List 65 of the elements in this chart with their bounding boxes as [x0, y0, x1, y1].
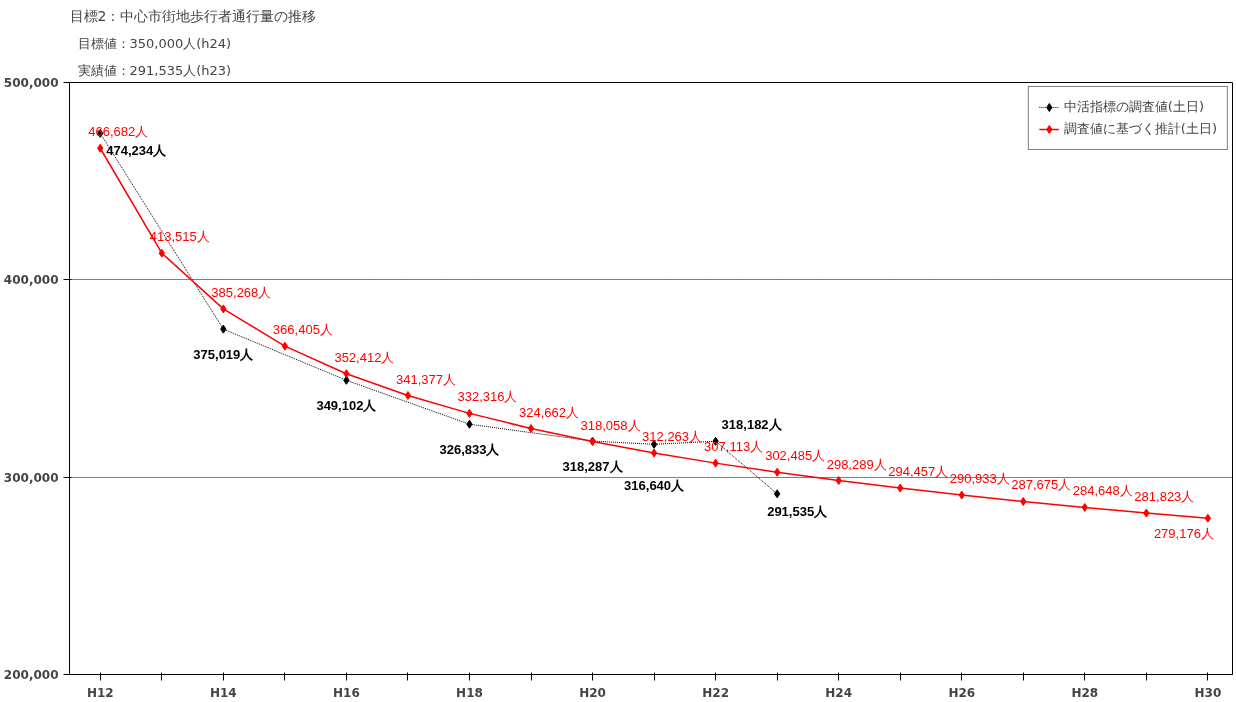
x-tick-label: H30 [1194, 685, 1222, 700]
text: 目標値：350,000人(h24) [77, 35, 232, 51]
point [773, 467, 781, 477]
data-label: 316,640人 [624, 478, 686, 494]
point [404, 391, 412, 401]
point [1020, 496, 1027, 506]
data-label: 291,535人 [767, 503, 829, 519]
data-label: 287,675人 [1011, 477, 1072, 493]
y-tick-label: 500,000 [3, 76, 59, 90]
point [1204, 513, 1212, 523]
y-tick-label: 300,000 [3, 470, 59, 485]
y-tick-label: 200,000 [3, 668, 59, 682]
data-label: 307,113人 [704, 439, 764, 455]
x-tick-label: H22 [702, 685, 729, 700]
point [835, 476, 842, 486]
data-label: 284,648人 [1072, 483, 1133, 499]
data-label: 385,268人 [211, 284, 272, 300]
chart-title: 目標2：中心市街地歩行者通行量の推移 [69, 7, 317, 24]
text: 実績値：291,535人(h23) [77, 62, 232, 78]
data-label: 366,405人 [272, 322, 333, 338]
data-label: 375,019人 [193, 347, 255, 363]
data-label: 324,662人 [519, 404, 580, 420]
data-label: 318,182人 [721, 417, 783, 433]
data-label: 318,287人 [562, 459, 624, 475]
point [773, 489, 781, 499]
data-label: 279,176人 [1153, 526, 1214, 542]
x-tick-label: H12 [86, 685, 114, 700]
point [220, 324, 227, 334]
legend-label: 中活指標の調査値(土日) [1063, 98, 1204, 116]
x-tick-label: H24 [825, 685, 853, 700]
x-tick-label: H20 [579, 685, 606, 700]
x-tick-label: H28 [1071, 685, 1099, 700]
point [97, 143, 104, 153]
x-tick-label: H26 [948, 685, 976, 700]
data-label: 290,933人 [949, 471, 1010, 487]
data-label: 332,316人 [457, 389, 518, 405]
point [527, 424, 535, 433]
point [712, 458, 719, 468]
point [1081, 502, 1088, 512]
data-label: 318,058人 [580, 417, 641, 433]
point [897, 483, 904, 493]
point [466, 408, 473, 418]
data-label: 326,833人 [439, 442, 501, 458]
data-label: 474,234人 [106, 143, 168, 159]
point [466, 419, 473, 429]
x-tick-label: H14 [209, 685, 237, 700]
point [1143, 508, 1150, 518]
data-label: 302,485人 [765, 448, 826, 464]
data-label: 352,412人 [334, 349, 395, 365]
data-label: 294,457人 [888, 464, 949, 480]
point [343, 369, 350, 379]
point [650, 448, 658, 458]
point [220, 304, 227, 314]
point [281, 341, 289, 351]
x-tick-label: H16 [333, 685, 360, 700]
x-tick-label: H18 [456, 685, 483, 700]
data-label: 349,102人 [316, 398, 378, 414]
data-label: 341,377人 [395, 371, 456, 387]
data-label: 312,263人 [642, 428, 703, 444]
point [158, 248, 165, 258]
data-label: 281,823人 [1134, 489, 1195, 505]
y-tick-label: 400,000 [3, 273, 59, 288]
legend-label: 調査値に基づく推計(土日) [1063, 120, 1217, 138]
data-label: 298,289人 [826, 456, 887, 472]
point [958, 490, 965, 500]
